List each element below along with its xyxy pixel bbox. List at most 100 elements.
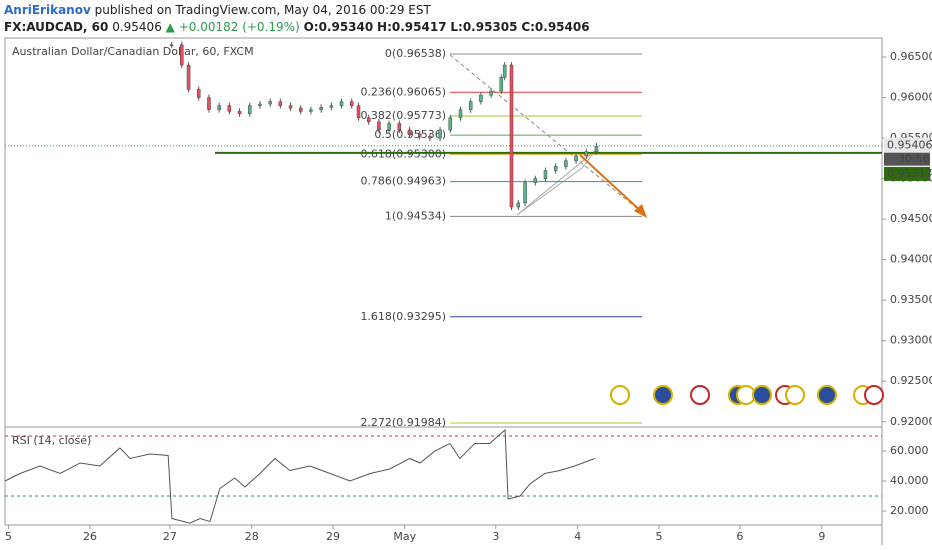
event-icon[interactable] [817,385,837,405]
candle [438,129,442,139]
countdown-box [884,152,930,166]
candle [268,101,272,105]
x-tick-label: 26 [83,530,97,543]
candle [309,109,313,112]
x-tick-label: 6 [736,530,743,543]
y-tick-label: 0.96000 [890,91,932,104]
fib-label: 1.618(0.93295) [360,310,446,323]
candle [387,123,391,131]
arrow-head [634,204,647,218]
candle [564,160,568,167]
candle [584,151,589,157]
y-tick-label: 60.000 [890,444,929,457]
y-tick-label: 0.94500 [890,212,932,225]
candle [349,101,354,106]
y-tick-label: 0.96500 [890,50,932,63]
open: O:0.95340 [303,20,374,34]
fib-label: 0.786(0.94963) [360,175,446,188]
candle [468,101,473,110]
y-tick-label: 0.92500 [890,374,932,387]
candle [329,105,334,108]
y-tick-label: 0.93000 [890,334,932,347]
header: AnriErikanov published on TradingView.co… [4,2,590,36]
y-tick-label: 0.93500 [890,293,932,306]
x-tick-label: May [393,530,416,543]
countdown: 30:56 [898,153,930,166]
x-tick-label: 9 [818,530,825,543]
last-price-label: 0.95406 [887,139,932,152]
x-tick-label: 5 [5,530,12,543]
candle [247,105,252,115]
level-label: 0.95317 [887,167,932,180]
event-icon[interactable] [752,385,772,405]
events [610,385,884,405]
published: published on TradingView.com, May 04, 20… [94,3,431,17]
candle [377,121,381,131]
candle [407,129,412,135]
candle [366,117,371,123]
last-price-box [884,137,930,153]
publish-line: AnriErikanov published on TradingView.co… [4,2,590,19]
candle [288,105,293,109]
candle [523,182,527,204]
candle [298,107,303,112]
candle [479,94,483,102]
last: 0.95406 [112,20,162,34]
x-tick-label: 4 [574,530,581,543]
triangle [516,149,597,216]
candle [499,77,504,92]
event-icon[interactable] [653,385,673,405]
y-tick-label: 0.92000 [890,415,932,428]
candle [397,123,402,131]
candle [543,170,548,179]
author[interactable]: AnriErikanov [4,3,91,17]
candle [227,105,232,112]
candle [319,107,323,110]
candle [533,178,538,183]
x-tick-label: 29 [326,530,340,543]
fib-label: 0.382(0.95773) [360,109,446,122]
fib-label: 0.236(0.96065) [360,85,446,98]
fib-label: 1(0.94534) [385,209,446,222]
candle [553,166,558,171]
candle [458,109,463,119]
candle [574,155,578,162]
fib-label: 0(0.96538) [385,47,446,60]
rsi-title: RSI (14, close) [12,434,91,447]
candle [207,97,211,110]
forecast-arrow [579,154,644,214]
candle [169,44,174,47]
event-icon[interactable] [864,385,884,405]
candle [428,136,432,139]
x-tick-label: 5 [656,530,663,543]
fib-label: 2.272(0.91984) [360,416,446,429]
candle [502,64,507,78]
candle [448,117,453,131]
level-box [884,166,930,181]
candle [356,105,361,119]
candle [217,105,221,110]
candle [258,103,262,106]
change: ▲ +0.00182 (+0.19%) [165,20,300,34]
candle [197,89,201,98]
event-icon[interactable] [610,385,630,405]
y-tick-label: 20.000 [890,504,929,517]
quote-line: FX:AUDCAD, 60 0.95406 ▲ +0.00182 (+0.19%… [4,19,590,36]
candle [339,101,344,106]
x-tick-label: 28 [245,530,259,543]
rsi-line [4,428,595,524]
candle [594,145,599,153]
candle [489,90,493,96]
y-tick-label: 0.94000 [890,253,932,266]
event-icon[interactable] [785,385,805,405]
candle [180,44,184,66]
chart-title: Australian Dollar/Canadian Dollar, 60, F… [12,45,254,58]
candle [186,64,191,90]
candle [278,101,283,106]
close: C:0.95406 [521,20,590,34]
event-icon[interactable] [690,385,710,405]
x-tick-label: 27 [163,530,177,543]
high: H:0.95417 [377,20,447,34]
candle [417,133,422,137]
